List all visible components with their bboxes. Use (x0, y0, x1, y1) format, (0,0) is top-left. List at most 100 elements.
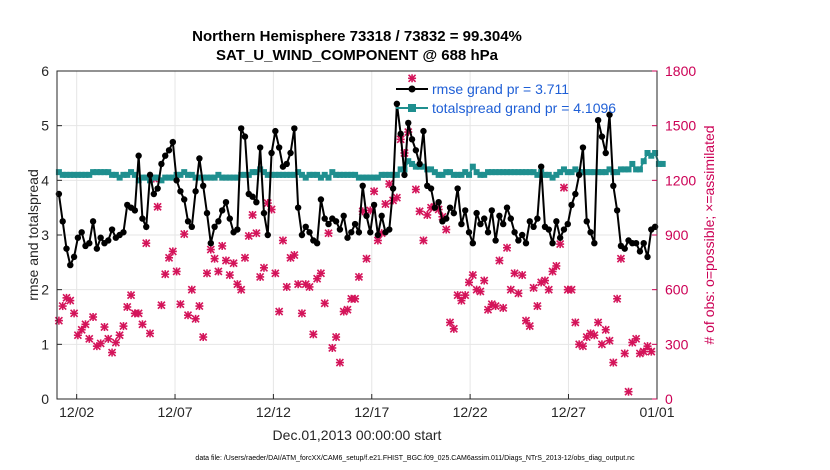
totalspread-point (583, 169, 590, 176)
rmse-point (598, 133, 606, 140)
obs-assimilated-marker (616, 254, 625, 263)
obs-assimilated-marker (594, 318, 603, 327)
totalspread-point (454, 171, 461, 178)
rmse-point (291, 125, 298, 132)
obs-assimilated-marker (332, 332, 341, 342)
totalspread-point (469, 163, 476, 170)
totalspread-point (488, 169, 495, 176)
totalspread-point (287, 171, 294, 178)
totalspread-point (272, 171, 279, 178)
obs-assimilated-marker (164, 253, 174, 262)
rmse-point (253, 199, 260, 206)
obs-assimilated-marker (468, 271, 477, 280)
obs-assimilated-marker (229, 259, 238, 268)
obs-assimilated-marker (453, 291, 462, 300)
totalspread-point (185, 171, 192, 178)
totalspread-point (374, 174, 381, 181)
rmse-point (237, 125, 245, 132)
totalspread-point (71, 171, 78, 178)
totalspread-point (207, 174, 214, 181)
rmse-point (203, 209, 211, 217)
rmse-point (211, 223, 218, 230)
totalspread-point (443, 169, 450, 176)
totalspread-point (241, 171, 248, 178)
obs-assimilated-marker (161, 270, 170, 279)
obs-assimilated-marker (256, 272, 265, 281)
totalspread-point (591, 169, 598, 176)
obs-assimilated-marker (370, 187, 379, 196)
totalspread-point (291, 171, 298, 178)
totalspread-point (310, 171, 317, 178)
totalspread-point (564, 169, 571, 176)
rmse-point (500, 220, 507, 228)
totalspread-point (276, 171, 283, 178)
obs-assimilated-marker (145, 329, 155, 338)
obs-assimilated-marker (275, 307, 284, 316)
totalspread-point (302, 174, 309, 181)
obs-assimilated-marker (499, 303, 508, 312)
y-right-tick-label: 1800 (665, 63, 696, 79)
totalspread-point (222, 174, 229, 181)
y-left-tick-label: 6 (41, 63, 49, 79)
rmse-point (139, 215, 146, 222)
rmse-point (644, 253, 651, 261)
y-left-tick-label: 1 (41, 336, 49, 352)
rmse-point (97, 234, 104, 241)
rmse-point (389, 185, 397, 192)
totalspread-point (617, 166, 624, 173)
rmse-point (583, 218, 590, 225)
obs-assimilated-marker (119, 322, 128, 331)
totalspread-point (295, 169, 302, 176)
totalspread-point (249, 169, 256, 176)
rmse-point (344, 234, 351, 241)
y-right-tick-label: 0 (665, 391, 673, 407)
rmse-point (355, 229, 363, 236)
obs-assimilated-marker (172, 267, 181, 276)
totalspread-point (526, 169, 533, 176)
obs-assimilated-marker (480, 276, 489, 285)
x-tick-label: 12/02 (59, 404, 94, 420)
rmse-point (181, 196, 188, 203)
totalspread-point (238, 171, 245, 178)
obs-assimilated-marker (609, 358, 618, 367)
rmse-point (408, 136, 416, 143)
rmse-point (131, 207, 139, 214)
y-left-tick-label: 0 (41, 391, 49, 407)
rmse-point (515, 237, 522, 244)
obs-assimilated-marker (199, 332, 208, 342)
rmse-point (93, 245, 101, 252)
rmse-point (317, 196, 325, 203)
obs-assimilated-marker (195, 302, 204, 311)
rmse-series (55, 100, 659, 269)
rmse-point (241, 133, 249, 140)
rmse-point (481, 215, 488, 222)
rmse-point (602, 149, 609, 157)
rmse-point (86, 240, 93, 247)
obs-assimilated-marker (362, 254, 371, 263)
obs-assimilated-marker (305, 282, 314, 291)
obs-assimilated-marker (176, 300, 185, 309)
totalspread-point (640, 158, 647, 165)
rmse-line (57, 103, 656, 269)
obs-assimilated-marker (263, 199, 272, 208)
totalspread-point (393, 171, 400, 178)
obs-assimilated-marker (210, 254, 219, 263)
rmse-point (234, 226, 241, 233)
rmse-point (572, 190, 579, 198)
rmse-point (591, 240, 598, 247)
totalspread-point (55, 169, 62, 176)
rmse-point (188, 223, 196, 230)
totalspread-point (283, 171, 290, 178)
rmse-point (275, 144, 283, 151)
x-tick-label: 01/01 (639, 404, 674, 420)
totalspread-point (572, 166, 579, 173)
obs-assimilated-marker (590, 331, 599, 340)
totalspread-point (200, 174, 207, 181)
totalspread-point (655, 160, 662, 167)
totalspread-point (636, 166, 643, 173)
totalspread-point (659, 160, 666, 167)
totalspread-point (124, 171, 131, 178)
totalspread-point (150, 174, 157, 181)
x-tick-label: 12/07 (158, 404, 193, 420)
obs-assimilated-marker (518, 271, 527, 280)
